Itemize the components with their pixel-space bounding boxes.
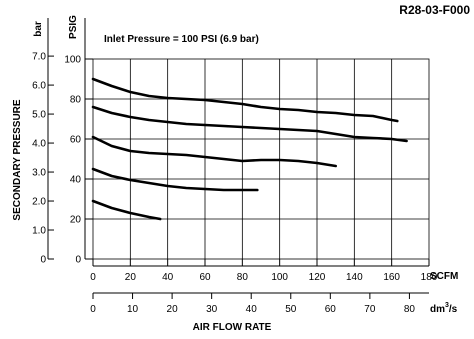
pressure-curve: [91, 135, 338, 168]
dm3s-tick-label: 60: [325, 304, 337, 315]
pressure-curve: [91, 105, 408, 143]
dm3s-tick-label: 80: [404, 304, 416, 315]
scfm-tick-label: 120: [309, 272, 326, 283]
psig-tick-label: 20: [70, 215, 82, 226]
plot-frame: [92, 58, 430, 260]
curves: [91, 77, 408, 221]
bar-tick-label: 3.0: [32, 168, 46, 179]
x-unit-scfm: SCFM: [430, 271, 458, 282]
inlet-pressure-annotation: Inlet Pressure = 100 PSI (6.9 bar): [104, 34, 259, 45]
bar-tick-label: 4.0: [32, 139, 46, 150]
y-unit-bar: bar: [33, 21, 44, 37]
scfm-tick-label: 100: [271, 272, 288, 283]
dm3s-tick-label: 0: [90, 304, 96, 315]
bar-tick-label: 5.0: [32, 110, 46, 121]
bar-tick-label: 6.0: [32, 81, 46, 92]
scfm-tick-label: 20: [125, 272, 137, 283]
bar-tick-label: 0: [40, 255, 46, 266]
psig-tick-label: 100: [64, 55, 81, 66]
psig-tick-label: 0: [75, 255, 81, 266]
bar-tick-label: 2.0: [32, 197, 46, 208]
bar-tick-label: 7.0: [32, 52, 46, 63]
scfm-tick-label: 140: [346, 272, 363, 283]
dm3s-tick-label: 20: [167, 304, 179, 315]
psig-tick-label: 80: [70, 95, 82, 106]
pressure-curve: [91, 167, 259, 192]
dm3s-tick-label: 30: [206, 304, 218, 315]
x-unit-dm3s-tail: /s: [449, 304, 458, 315]
scfm-tick-label: 80: [237, 272, 249, 283]
psig-tick-label: 60: [70, 135, 82, 146]
x-unit-dm3s-base: dm: [430, 304, 445, 315]
x-unit-dm3s: dm3/s: [430, 302, 458, 315]
psig-tick-label: 40: [70, 175, 82, 186]
dm3s-tick-label: 10: [127, 304, 139, 315]
dm3s-tick-label: 50: [285, 304, 297, 315]
dm3s-tick-label: 70: [364, 304, 376, 315]
y-axis-title: SECONDARY PRESSURE: [12, 99, 23, 220]
bar-tick-label: 1.0: [32, 226, 46, 237]
dm3s-tick-label: 40: [246, 304, 258, 315]
grid: [92, 58, 430, 260]
x-unit-dm3s-exp: 3: [445, 302, 449, 309]
scfm-tick-label: 0: [90, 272, 96, 283]
scfm-tick-label: 160: [383, 272, 400, 283]
pressure-curve: [91, 77, 399, 123]
scfm-tick-label: 40: [162, 272, 174, 283]
scfm-tick-label: 180: [421, 272, 438, 283]
x-axis-title: AIR FLOW RATE: [193, 322, 272, 333]
model-code-label: R28-03-F000: [399, 3, 470, 17]
y-unit-psig: PSIG: [68, 15, 79, 39]
scfm-tick-label: 60: [199, 272, 211, 283]
pressure-curve: [91, 199, 162, 221]
